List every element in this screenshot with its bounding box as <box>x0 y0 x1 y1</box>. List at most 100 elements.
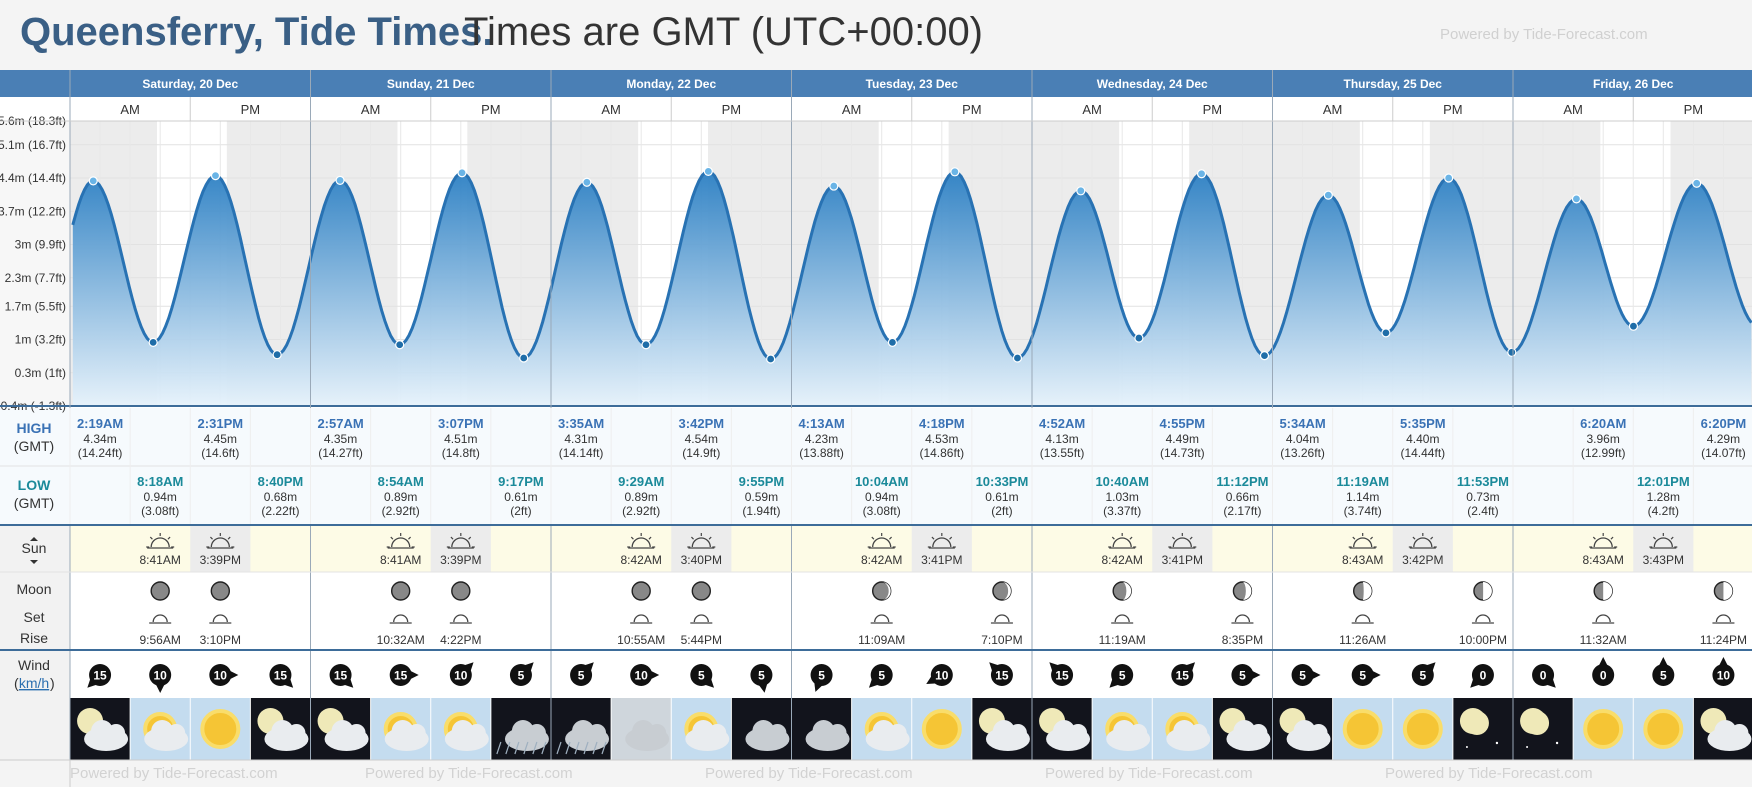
day-header-label: Friday, 26 Dec <box>1593 77 1674 91</box>
tide-extreme-point <box>703 166 713 176</box>
cloud-shape <box>347 724 366 742</box>
wind-speed: 0 <box>1540 669 1547 683</box>
pm-label: PM <box>962 102 982 117</box>
pm-label: PM <box>722 102 742 117</box>
wind-disc <box>1291 664 1314 686</box>
wind-speed: 5 <box>1419 669 1426 683</box>
powered-watermark[interactable]: Powered by Tide-Forecast.com <box>1385 765 1593 782</box>
low-tide-height-ft: (3.37ft) <box>1103 504 1141 518</box>
powered-watermark[interactable]: Powered by Tide-Forecast.com <box>1045 765 1253 782</box>
moon-arc <box>1715 614 1732 623</box>
day-header-label: Wednesday, 24 Dec <box>1097 77 1208 91</box>
sun-arc <box>1653 537 1673 548</box>
powered-by-text[interactable]: Powered by Tide-Forecast.com <box>1440 26 1648 43</box>
high-tide-height-ft: (13.55ft) <box>1040 446 1085 460</box>
weather-night-cloudy-icon <box>250 698 310 760</box>
wind-speed: 15 <box>93 669 107 683</box>
moon-disc <box>390 581 411 601</box>
paren-close: ) <box>50 675 55 691</box>
cloud-shape <box>1008 724 1027 742</box>
tide-extreme-point <box>1076 186 1086 196</box>
moon-phase-icon <box>1112 581 1132 601</box>
cloud-shape <box>167 724 186 742</box>
sunset-icon <box>1168 533 1197 549</box>
low-tide-height-m: 0.61m <box>504 490 537 504</box>
tide-extreme-point <box>272 350 282 360</box>
cloud-shape <box>271 720 294 742</box>
cloud-shape <box>407 724 426 742</box>
moon-time: 10:55AM <box>617 633 665 647</box>
rain-drop <box>532 741 538 755</box>
wind-speed: 5 <box>1239 669 1246 683</box>
sun-ray <box>1652 536 1656 540</box>
weather-sunny-icon <box>1633 698 1693 760</box>
sunset-icon <box>446 533 475 549</box>
tide-extreme-point <box>1571 194 1582 204</box>
moon-phase-icon <box>631 581 651 601</box>
wind-speed: 5 <box>818 669 825 683</box>
cloud-shape <box>632 720 655 742</box>
low-tide-time: 10:33PM <box>976 474 1029 489</box>
sun-arc <box>631 537 651 548</box>
ampm-bar <box>0 97 1752 121</box>
rain-drop <box>601 741 607 755</box>
moon-lit <box>1603 582 1613 600</box>
low-tide-time: 8:18AM <box>137 474 183 489</box>
weather-overcast-icon <box>611 698 671 760</box>
sunrise-time: 8:42AM <box>861 553 902 567</box>
star <box>1495 741 1499 745</box>
low-tide-height-ft: (2.92ft) <box>382 504 420 518</box>
powered-watermark[interactable]: Powered by Tide-Forecast.com <box>705 765 913 782</box>
powered-watermark[interactable]: Powered by Tide-Forecast.com <box>70 765 278 782</box>
moon-arc <box>693 614 709 623</box>
wind-disc <box>990 664 1013 686</box>
cloud-shape <box>1309 724 1328 742</box>
weather-night-cloudy-icon <box>70 698 130 760</box>
wind-unit-link[interactable]: km/h <box>19 675 49 691</box>
wind-disc <box>870 664 893 686</box>
sun-ray <box>1592 536 1596 540</box>
moon-set-label: Set <box>23 609 44 625</box>
star <box>1465 746 1468 748</box>
tide-extreme-point <box>148 337 158 347</box>
weather-sunny-icon <box>1333 698 1393 760</box>
moon-arc <box>633 614 649 623</box>
sunset-icon <box>206 533 235 549</box>
high-tide-time: 6:20AM <box>1580 416 1626 431</box>
low-tide-height-m: 0.66m <box>1226 490 1259 504</box>
wind-disc <box>570 664 593 686</box>
moon-arc <box>1595 614 1611 623</box>
rain-drop <box>574 741 580 755</box>
sun-arc <box>932 537 952 548</box>
low-tide-height-m: 0.68m <box>264 490 297 504</box>
cloud-shape <box>1113 720 1136 742</box>
wind-speed: 5 <box>1119 669 1126 683</box>
sun-shape <box>200 709 241 749</box>
high-tide-height-m: 4.49m <box>1166 432 1199 446</box>
y-axis-label: 1.7m (5.5ft) <box>5 299 66 313</box>
sun-arc <box>150 537 170 548</box>
cloud-shape <box>588 724 607 742</box>
wind-disc <box>810 664 833 686</box>
y-axis-label: 5.1m (16.7ft) <box>0 138 66 152</box>
tide-extreme-point <box>1196 169 1207 179</box>
weather-day-cloudy-icon <box>1152 698 1212 760</box>
wind-speed: 10 <box>1717 669 1731 683</box>
low-tide-time: 9:55PM <box>739 474 785 489</box>
moon-lit <box>1122 582 1132 600</box>
tide-extreme-point <box>335 175 345 185</box>
wind-speed: 0 <box>1480 669 1487 683</box>
cloud-shape <box>812 720 835 742</box>
sunset-time: 3:40PM <box>681 553 722 567</box>
powered-watermark[interactable]: Powered by Tide-Forecast.com <box>365 765 573 782</box>
moon-time: 10:00PM <box>1459 633 1507 647</box>
high-tide-height-m: 4.31m <box>564 432 597 446</box>
high-tide-time: 6:20PM <box>1701 416 1747 431</box>
sunset-time: 3:39PM <box>440 553 481 567</box>
moon-phase-icon <box>992 581 1012 601</box>
high-tide-time: 2:57AM <box>317 416 363 431</box>
weather-day-cloudy-icon <box>1092 698 1152 760</box>
cloud-shape <box>872 720 895 742</box>
high-tide-time: 3:42PM <box>679 416 725 431</box>
tide-extreme-point <box>1012 353 1023 363</box>
